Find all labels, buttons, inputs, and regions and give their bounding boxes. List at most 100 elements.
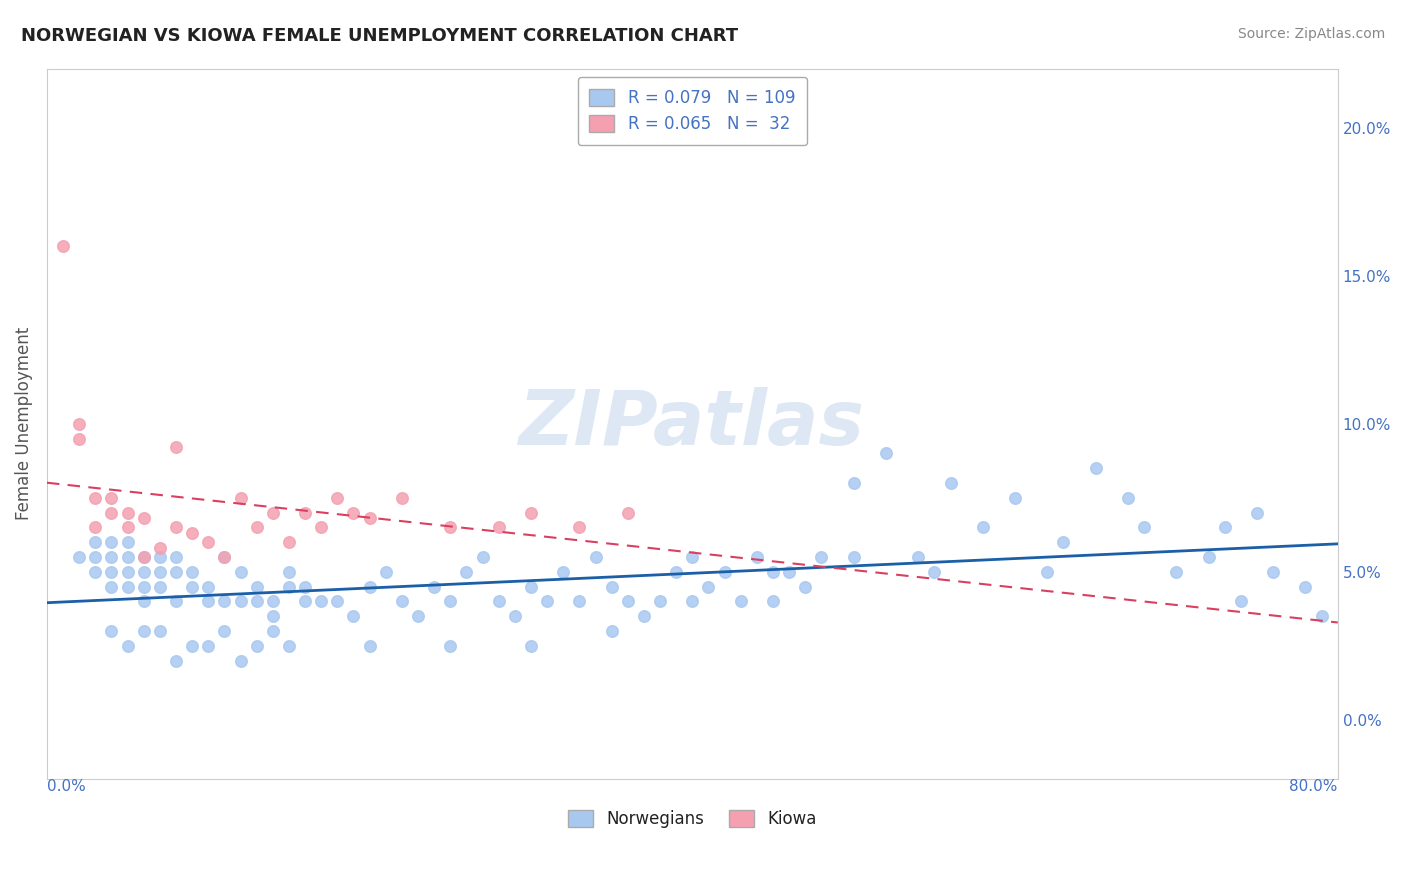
Point xyxy=(439,520,461,534)
Point xyxy=(197,535,219,549)
Point xyxy=(842,475,865,490)
Point xyxy=(197,594,219,608)
Point xyxy=(165,565,187,579)
Legend: Norwegians, Kiowa: Norwegians, Kiowa xyxy=(561,803,824,835)
Point xyxy=(730,594,752,608)
Point xyxy=(1036,565,1059,579)
Point xyxy=(585,549,607,564)
Point xyxy=(794,580,817,594)
Point xyxy=(553,565,575,579)
Point xyxy=(84,535,107,549)
Point xyxy=(568,594,591,608)
Point xyxy=(972,520,994,534)
Point xyxy=(262,506,284,520)
Point xyxy=(262,624,284,638)
Point xyxy=(67,549,90,564)
Point xyxy=(100,535,122,549)
Point xyxy=(762,565,785,579)
Point xyxy=(1052,535,1074,549)
Point xyxy=(132,565,155,579)
Point xyxy=(246,639,269,653)
Point xyxy=(214,549,236,564)
Point xyxy=(778,565,800,579)
Point xyxy=(100,549,122,564)
Point xyxy=(149,549,172,564)
Point xyxy=(875,446,897,460)
Point xyxy=(520,580,543,594)
Point xyxy=(762,594,785,608)
Point xyxy=(197,639,219,653)
Point xyxy=(294,580,316,594)
Point xyxy=(907,549,929,564)
Point xyxy=(197,580,219,594)
Point xyxy=(117,535,139,549)
Point xyxy=(1246,506,1268,520)
Point xyxy=(132,511,155,525)
Point xyxy=(391,594,413,608)
Point xyxy=(165,594,187,608)
Point xyxy=(810,549,832,564)
Point xyxy=(1263,565,1285,579)
Point xyxy=(1133,520,1156,534)
Point xyxy=(1116,491,1139,505)
Point xyxy=(924,565,946,579)
Point xyxy=(229,565,252,579)
Point xyxy=(84,520,107,534)
Point xyxy=(1310,609,1333,624)
Point xyxy=(84,565,107,579)
Y-axis label: Female Unemployment: Female Unemployment xyxy=(15,327,32,520)
Point xyxy=(117,549,139,564)
Point xyxy=(181,639,204,653)
Point xyxy=(165,520,187,534)
Point xyxy=(117,639,139,653)
Point xyxy=(503,609,526,624)
Point xyxy=(262,594,284,608)
Point xyxy=(648,594,671,608)
Point xyxy=(214,594,236,608)
Point xyxy=(309,594,332,608)
Point xyxy=(439,639,461,653)
Point xyxy=(359,511,381,525)
Point xyxy=(842,549,865,564)
Point xyxy=(214,624,236,638)
Point xyxy=(471,549,494,564)
Point xyxy=(568,520,591,534)
Point xyxy=(214,549,236,564)
Point xyxy=(100,624,122,638)
Point xyxy=(165,441,187,455)
Point xyxy=(617,594,640,608)
Point xyxy=(294,594,316,608)
Point xyxy=(439,594,461,608)
Point xyxy=(1198,549,1220,564)
Point xyxy=(132,549,155,564)
Point xyxy=(149,580,172,594)
Point xyxy=(665,565,688,579)
Point xyxy=(697,580,720,594)
Point xyxy=(359,639,381,653)
Point xyxy=(1004,491,1026,505)
Text: Source: ZipAtlas.com: Source: ZipAtlas.com xyxy=(1237,27,1385,41)
Point xyxy=(165,653,187,667)
Point xyxy=(488,594,510,608)
Point xyxy=(117,565,139,579)
Point xyxy=(423,580,446,594)
Point xyxy=(1166,565,1188,579)
Point xyxy=(600,624,623,638)
Point xyxy=(100,580,122,594)
Point xyxy=(633,609,655,624)
Point xyxy=(100,565,122,579)
Point xyxy=(67,417,90,431)
Point xyxy=(181,565,204,579)
Point xyxy=(132,594,155,608)
Point xyxy=(229,594,252,608)
Point xyxy=(1084,461,1107,475)
Point xyxy=(520,639,543,653)
Point xyxy=(229,491,252,505)
Point xyxy=(456,565,478,579)
Point xyxy=(536,594,558,608)
Point xyxy=(262,609,284,624)
Point xyxy=(326,594,349,608)
Point xyxy=(617,506,640,520)
Point xyxy=(84,549,107,564)
Point xyxy=(277,565,299,579)
